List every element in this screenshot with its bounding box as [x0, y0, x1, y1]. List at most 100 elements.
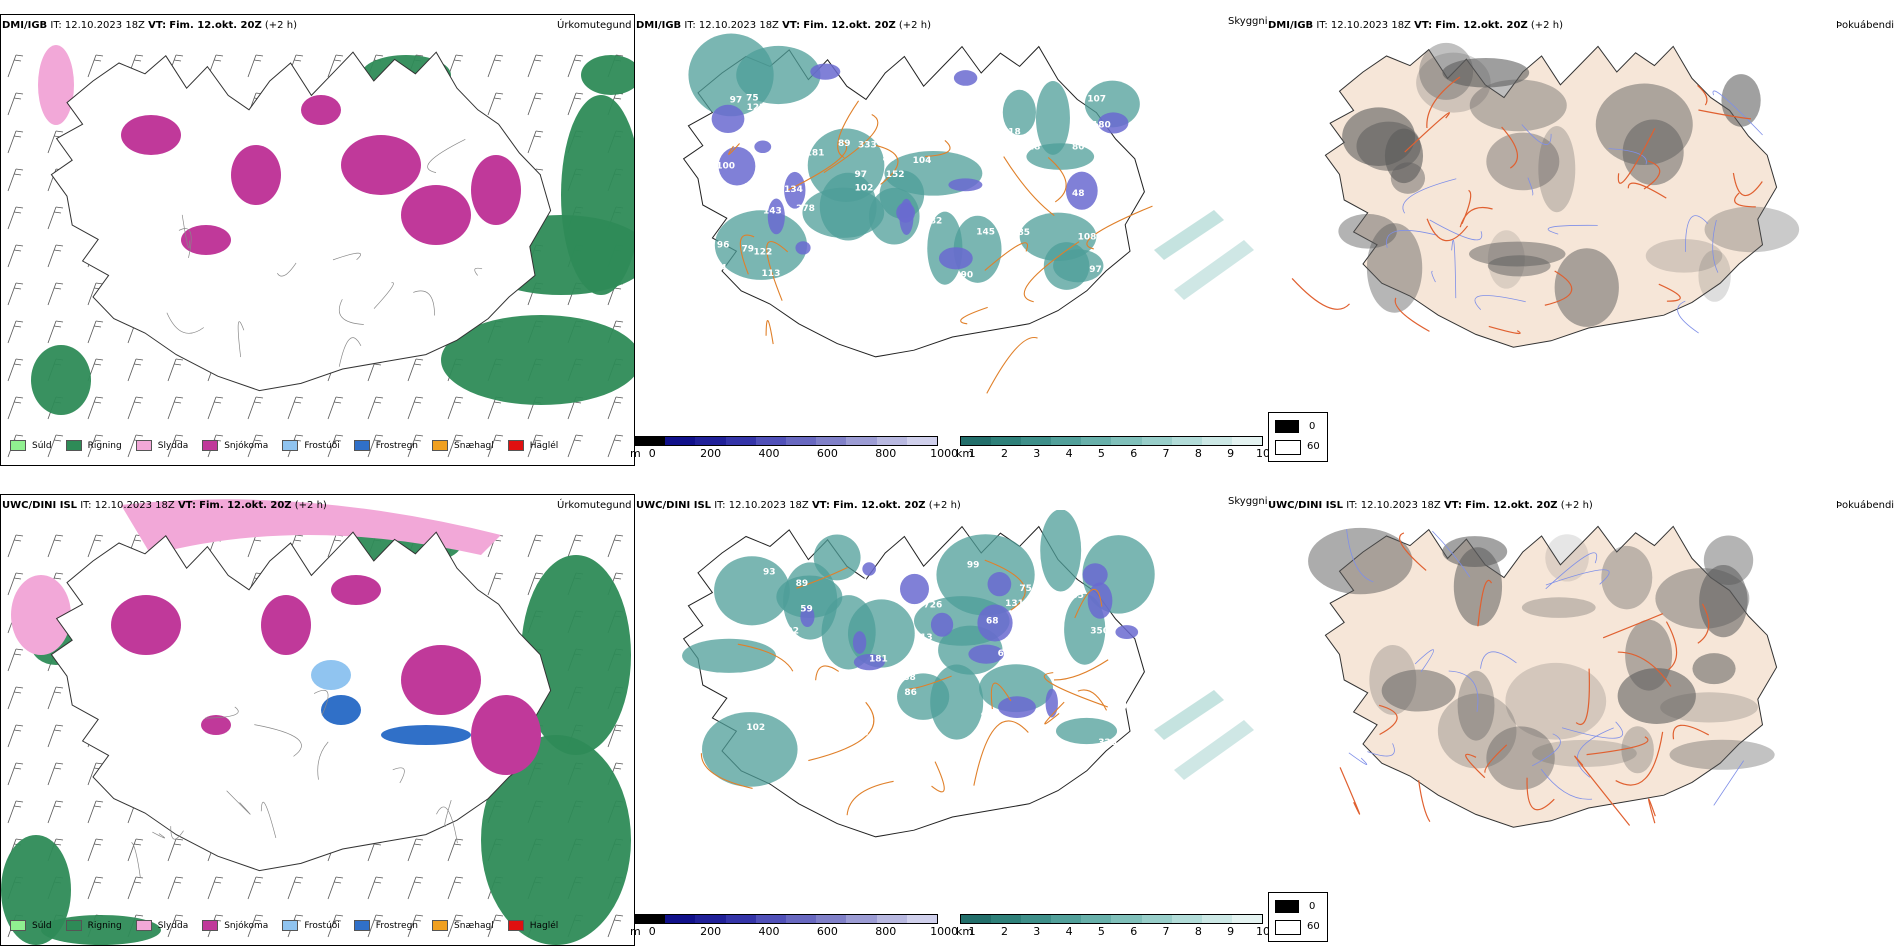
legend-label: Frostúði	[304, 440, 340, 451]
snow-area	[471, 155, 521, 225]
contour-line	[131, 842, 141, 879]
road	[1426, 218, 1469, 242]
wind-barb	[47, 762, 64, 786]
wind-barb	[247, 396, 264, 420]
fog-area	[1469, 241, 1566, 267]
road	[1426, 76, 1461, 129]
snow-area	[111, 595, 181, 655]
ceiling-value: 51	[1097, 215, 1110, 225]
sleet-area	[121, 499, 501, 555]
ceiling-value: 97	[855, 587, 868, 597]
river	[1429, 219, 1483, 241]
road	[1617, 128, 1656, 184]
road	[1627, 182, 1667, 199]
wind-barb	[327, 876, 344, 900]
river	[1386, 229, 1438, 248]
snow-area	[121, 115, 181, 155]
wind-barb	[7, 648, 24, 672]
river	[1432, 530, 1471, 578]
low-ceiling-area	[1082, 563, 1108, 587]
colorbar-tick: 0	[648, 925, 656, 938]
fog-area	[1453, 547, 1503, 626]
low-visibility-area	[936, 534, 1035, 616]
contour-line	[313, 689, 329, 716]
legend-swatch	[432, 920, 449, 931]
colorbar-unit: km	[956, 447, 974, 460]
fog-area	[1487, 255, 1551, 277]
contour-line	[413, 290, 435, 316]
ceiling-value: 272	[1004, 748, 1023, 758]
wind-barb	[487, 434, 504, 458]
colorbar-tick: 5	[1097, 447, 1105, 460]
colorbar-tick: 400	[758, 447, 780, 460]
model-name: UWC/DINI ISL	[2, 500, 78, 511]
road	[931, 761, 945, 793]
low-visibility-area	[979, 664, 1054, 713]
fog-area	[1308, 527, 1413, 595]
fog-area	[1538, 126, 1576, 213]
colorbar-unit: km	[956, 925, 974, 938]
road	[1617, 651, 1672, 687]
fog-area	[1645, 238, 1723, 273]
wind-barb	[247, 914, 264, 938]
rain-area	[581, 55, 634, 95]
ceiling-value: 278	[796, 204, 815, 214]
low-ceiling-area	[800, 606, 815, 628]
legend-swatch	[282, 920, 299, 931]
river	[1367, 743, 1395, 757]
road	[1665, 621, 1678, 671]
row2-ceiling-colorbar: m 0 200 400 600 800 1000	[630, 914, 958, 938]
low-ceiling-area	[754, 140, 772, 154]
fog-map	[1308, 525, 1778, 828]
wind-barb	[47, 686, 64, 710]
row2-precip-panel	[0, 494, 635, 946]
ceiling-value: 107	[1087, 95, 1106, 105]
river	[1677, 300, 1699, 334]
rain-area	[441, 315, 634, 405]
contour-line	[338, 299, 364, 325]
colorbar-tick: 3	[1033, 447, 1041, 460]
ceiling-value: 107	[1086, 747, 1105, 757]
fog-area	[1457, 670, 1495, 741]
row1-title: DMI/IGB IT: 12.10.2023 18Z VT: Fim. 12.o…	[2, 20, 297, 31]
legend-item: Snjókoma	[202, 920, 268, 931]
colorbar-tick: 1	[968, 925, 976, 938]
legend-swatch	[10, 440, 26, 451]
road	[1648, 798, 1656, 824]
fog-area	[1381, 669, 1456, 712]
freezing-rain-area	[381, 725, 471, 745]
ceiling-value: 328	[1098, 738, 1117, 748]
low-ceiling-area	[1045, 688, 1058, 718]
legend-item: Súld	[10, 440, 52, 451]
road	[737, 643, 794, 672]
contour-line	[166, 312, 204, 334]
low-visibility-area	[1002, 89, 1036, 136]
road	[846, 780, 894, 816]
road	[1043, 672, 1108, 708]
ceiling-value: 64	[714, 264, 727, 274]
road	[1047, 157, 1067, 203]
low-ceiling-area	[862, 562, 876, 576]
contour-line	[152, 831, 165, 839]
fog-area	[1486, 132, 1560, 191]
ceiling-value: 57	[995, 89, 1008, 99]
road	[1602, 613, 1664, 639]
low-ceiling-area	[853, 654, 885, 671]
ceiling-value: 350	[1090, 626, 1109, 636]
wind-barb	[487, 914, 504, 938]
river	[1547, 224, 1598, 235]
low-visibility-area	[819, 172, 877, 241]
ceiling-value: 104	[825, 725, 844, 735]
contour-line	[444, 800, 452, 827]
river	[1346, 529, 1374, 583]
wind-barb	[47, 320, 64, 344]
ceiling-value: 147	[744, 182, 763, 192]
river	[1540, 768, 1593, 800]
low-visibility-area	[688, 33, 774, 117]
ceiling-value: 98	[1021, 640, 1034, 650]
snow-area	[401, 645, 481, 715]
legend-item: Frostregn	[353, 440, 418, 451]
river	[1545, 552, 1597, 590]
colorbar-tick: 1	[968, 447, 976, 460]
river	[1545, 569, 1610, 586]
